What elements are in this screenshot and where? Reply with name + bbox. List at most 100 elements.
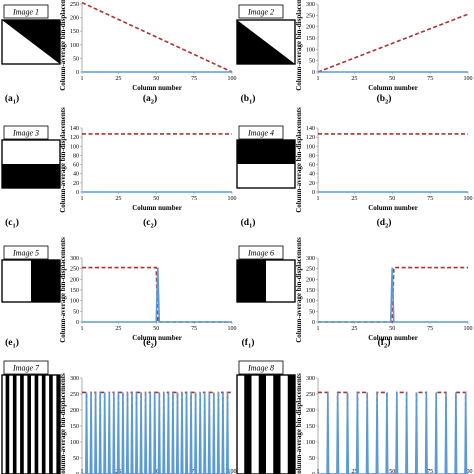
dashed-series-line [82,391,232,474]
chart-f2: 0 50 100 150 200 250 300 1 25 50 75 100 Column numbe… [295,237,473,343]
y-tick-label: 200 [70,277,79,283]
thumbnail-border [1,374,61,474]
dashed-series-line [82,266,232,323]
x-tick-label: 50 [389,326,395,332]
thumbnail-border [236,259,296,303]
chart-h2: 0501001502002503001255075100Column-avera… [295,373,473,474]
y-tick-label: 0 [76,70,79,76]
x-tick-label: 1 [81,196,84,202]
panel-label-e2: (e2) [143,337,157,350]
y-tick-label: 200 [306,408,315,414]
x-tick-label: 50 [153,326,159,332]
y-tick-label: 300 [70,256,79,262]
y-tick-label: 50 [73,456,79,462]
thumbnail-border [1,19,61,65]
x-tick-label: 1 [317,76,320,82]
y-tick-label: 150 [306,288,315,294]
y-tick-label: 100 [70,440,79,446]
y-axis-label: Column-average bin-displacements [295,107,303,213]
black-triangle [2,20,60,64]
x-axis-label: Column number [368,204,418,212]
x-tick-label: 75 [191,326,197,332]
y-tick-label: 150 [70,29,79,35]
x-axis-label: Column number [132,334,182,342]
thumbnail-1: Image 1 [1,4,61,65]
panel-label-a2: (a2) [143,93,157,106]
y-tick-label: 200 [306,25,315,31]
panel-label-c1: (c1) [5,217,19,230]
x-tick-label: 1 [317,469,320,474]
chart-a2: 0 50 100 150 200 250 1 25 50 75 100 Column number Co… [59,0,237,92]
y-tick-label: 0 [312,70,315,76]
y-tick-label: 20 [309,181,315,187]
x-tick-label: 1 [81,469,84,474]
y-tick-label: 40 [73,172,79,178]
y-tick-label: 100 [306,299,315,305]
black-half [31,260,60,302]
y-tick-label: 50 [73,56,79,62]
x-axis-label: Column number [132,84,182,92]
x-tick-label: 25 [115,196,121,202]
thumbnail-title: Image 2 [247,8,274,17]
thumbnail-title-box [238,125,284,140]
stripe [34,375,39,474]
y-tick-label: 120 [306,135,315,141]
y-tick-label: 40 [309,172,315,178]
x-axis-label: Column number [132,204,182,212]
x-tick-label: 75 [191,76,197,82]
thumbnail-2: Image 2 [236,4,296,65]
y-tick-label: 300 [306,376,315,382]
thumbnail-title-box [3,360,49,375]
x-tick-label: 25 [115,76,121,82]
y-tick-label: 0 [76,320,79,326]
thumbnail-title-box [3,245,49,260]
x-tick-label: 50 [389,76,395,82]
thumbnail-title: Image 8 [247,364,274,373]
stripe [258,375,266,474]
y-axis-label: Column-average bin-displacements [295,237,303,343]
panel-label-d1: (d1) [241,217,256,230]
chart-e2: 0 50 100 150 200 250 300 1 25 50 75 100 Column numbe… [59,237,237,343]
x-tick-label: 100 [228,326,237,332]
y-tick-label: 300 [70,376,79,382]
y-tick-label: 0 [312,320,315,326]
stripe [12,375,17,474]
y-tick-label: 100 [70,43,79,49]
x-tick-label: 25 [351,76,357,82]
stripe [5,375,10,474]
solid-series-line [82,267,232,323]
panel-label-c2: (c2) [143,217,157,230]
thumbnail-border [236,374,296,474]
dashed-series-line [317,13,469,73]
y-tick-label: 200 [70,408,79,414]
y-tick-label: 0 [76,472,79,474]
x-tick-label: 1 [81,76,84,82]
x-tick-label: 25 [351,469,357,474]
y-tick-label: 60 [309,163,315,169]
thumbnail-title: Image 1 [12,8,39,17]
thumbnail-border [1,259,61,303]
x-tick-label: 100 [464,196,473,202]
y-tick-label: 20 [73,181,79,187]
thumbnail-title-box [3,125,49,140]
panel-label-f2: (f2) [378,337,391,350]
x-tick-label: 1 [317,196,320,202]
black-half [2,164,60,188]
panel-label-a1: (a1) [5,93,19,106]
y-tick-label: 200 [70,16,79,22]
stripe [20,375,24,474]
y-tick-label: 250 [306,392,315,398]
y-tick-label: 50 [309,59,315,65]
stripe [56,375,60,474]
thumbnail-title: Image 5 [12,249,39,258]
y-tick-label: 100 [306,440,315,446]
x-tick-label: 100 [464,76,473,82]
stripe [273,375,281,474]
stripe [41,375,46,474]
thumbnail-title: Image 7 [12,364,40,373]
y-tick-label: 100 [306,144,315,150]
y-tick-label: 250 [306,267,315,273]
panel-label-b2: (b2) [377,93,392,106]
y-tick-label: 140 [70,126,79,132]
